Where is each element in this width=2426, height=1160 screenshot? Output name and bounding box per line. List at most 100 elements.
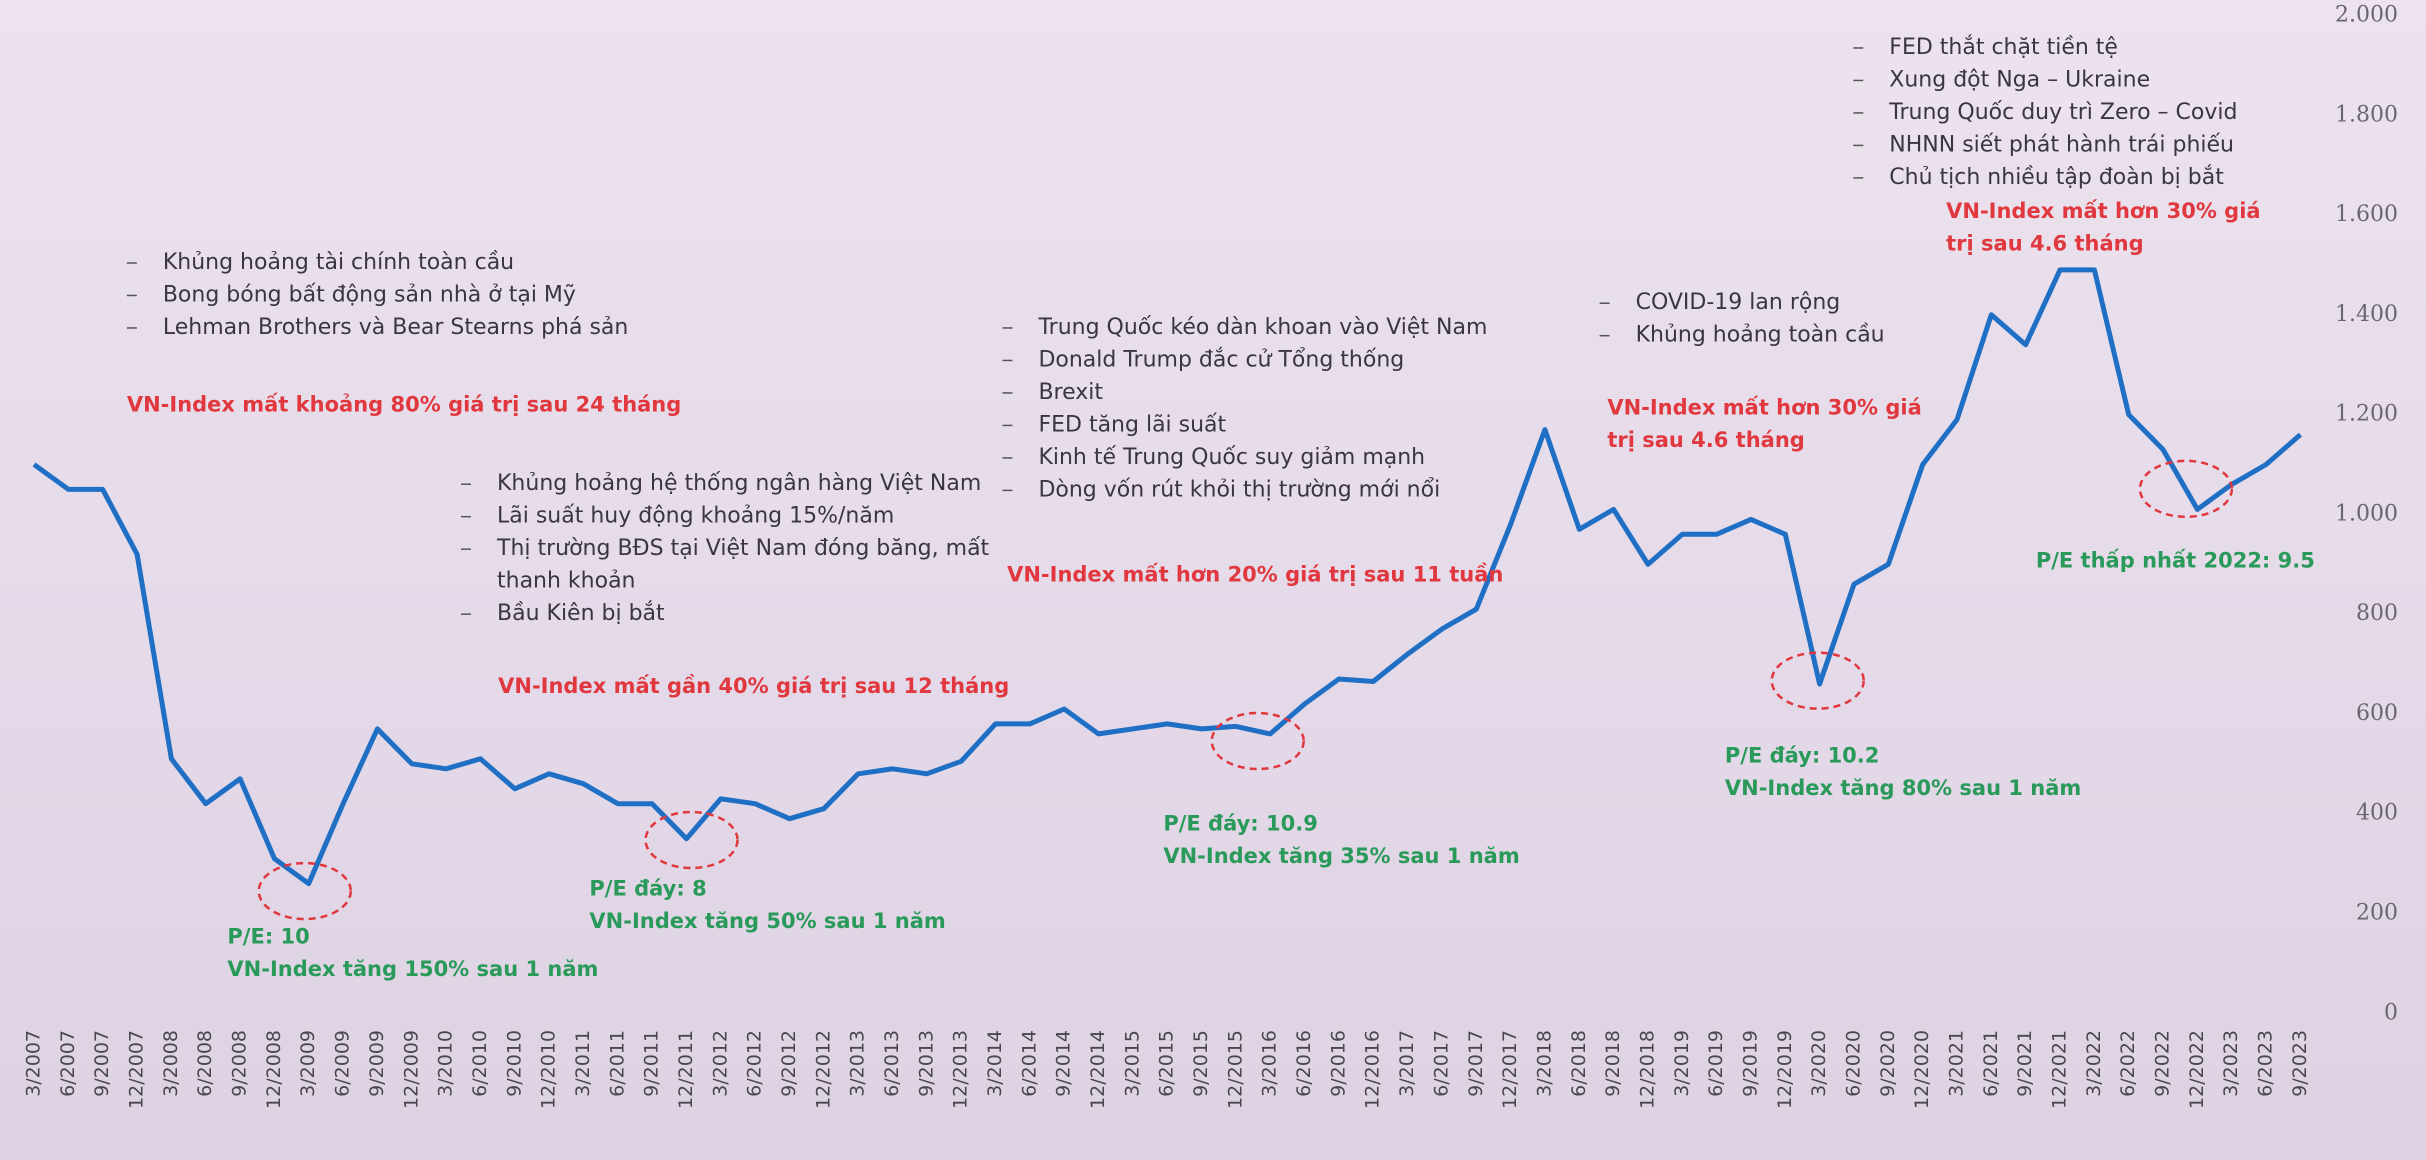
rebound-note: P/E đáy: 8	[589, 877, 706, 901]
x-tick-label: 6/2019	[1705, 1030, 1727, 1097]
bottom-circle	[1210, 711, 1305, 771]
x-tick-label: 12/2021	[2049, 1030, 2071, 1109]
bullet-text: Kinh tế Trung Quốc suy giảm mạnh	[1038, 445, 1425, 470]
bullet-text: Thị trường BĐS tại Việt Nam đóng băng, m…	[496, 536, 990, 561]
y-tick-label: 1.000	[2335, 501, 2398, 526]
drop-note: trị sau 4.6 tháng	[1946, 231, 2144, 255]
x-tick-label: 9/2022	[2152, 1030, 2174, 1097]
x-tick-label: 6/2007	[57, 1030, 79, 1097]
x-tick-label: 3/2016	[1259, 1030, 1281, 1097]
x-tick-label: 6/2020	[1842, 1030, 1864, 1097]
x-tick-label: 12/2009	[400, 1030, 422, 1109]
rebound-note: VN-Index tăng 50% sau 1 năm	[589, 909, 945, 933]
drop-note: VN-Index mất khoảng 80% giá trị sau 24 t…	[127, 392, 681, 416]
x-tick-label: 6/2016	[1293, 1030, 1315, 1097]
x-tick-label: 9/2011	[641, 1030, 663, 1097]
x-tick-label: 3/2013	[847, 1030, 869, 1097]
y-tick-label: 1.400	[2335, 302, 2398, 327]
y-tick-label: 2.000	[2335, 2, 2398, 27]
bullet-text: Lehman Brothers và Bear Stearns phá sản	[163, 315, 629, 340]
bottom-circle	[257, 861, 353, 921]
y-tick-label: 600	[2356, 701, 2398, 726]
x-tick-label: 9/2012	[778, 1030, 800, 1097]
x-tick-label: 3/2008	[160, 1030, 182, 1097]
bullet-text: Khủng hoảng tài chính toàn cầu	[163, 250, 514, 275]
x-tick-label: 9/2016	[1327, 1030, 1349, 1097]
x-tick-label: 6/2018	[1568, 1030, 1590, 1097]
x-tick-label: 6/2023	[2255, 1030, 2277, 1097]
rebound-note: P/E đáy: 10.9	[1163, 812, 1318, 836]
x-tick-label: 3/2012	[709, 1030, 731, 1097]
x-tick-label: 3/2009	[297, 1030, 319, 1097]
x-tick-label: 6/2015	[1156, 1030, 1178, 1097]
bullet-text: Trung Quốc duy trì Zero – Covid	[1888, 100, 2237, 125]
drop-note: VN-Index mất gần 40% giá trị sau 12 thán…	[498, 674, 1009, 698]
x-tick-label: 6/2014	[1018, 1030, 1040, 1097]
x-tick-label: 9/2010	[503, 1030, 525, 1097]
x-tick-label: 9/2018	[1602, 1030, 1624, 1097]
x-tick-label: 6/2009	[332, 1030, 354, 1097]
x-tick-label: 3/2023	[2220, 1030, 2242, 1097]
x-tick-label: 3/2011	[572, 1030, 594, 1097]
x-tick-label: 9/2021	[2014, 1030, 2036, 1097]
x-tick-label: 9/2019	[1739, 1030, 1761, 1097]
x-tick-label: 3/2014	[984, 1030, 1006, 1097]
x-tick-label: 12/2008	[263, 1030, 285, 1109]
x-tick-label: 3/2019	[1671, 1030, 1693, 1097]
bullet-text: thanh khoản	[497, 569, 635, 594]
x-tick-label: 12/2013	[950, 1030, 972, 1109]
drop-note: trị sau 4.6 tháng	[1607, 428, 1805, 452]
bullet-text: FED tăng lãi suất	[1038, 412, 1226, 437]
x-tick-label: 9/2008	[229, 1030, 251, 1097]
x-tick-label: 3/2021	[1946, 1030, 1968, 1097]
x-tick-label: 3/2017	[1396, 1030, 1418, 1097]
bullet-text: COVID-19 lan rộng	[1636, 290, 1841, 315]
x-tick-label: 12/2015	[1224, 1030, 1246, 1109]
bullet-text: Donald Trump đắc cử Tổng thống	[1038, 347, 1404, 372]
bullet-text: Bong bóng bất động sản nhà ở tại Mỹ	[163, 282, 576, 307]
bottom-circle	[644, 810, 739, 870]
index-line	[32, 267, 2303, 887]
x-tick-label: 3/2015	[1121, 1030, 1143, 1097]
bullet-text: Trung Quốc kéo dàn khoan vào Việt Nam	[1037, 315, 1487, 340]
x-tick-label: 12/2007	[126, 1030, 148, 1109]
bullet-text: Brexit	[1038, 380, 1103, 405]
x-tick-label: 9/2017	[1465, 1030, 1487, 1097]
x-tick-label: 6/2012	[744, 1030, 766, 1097]
x-tick-label: 12/2018	[1636, 1030, 1658, 1109]
x-tick-label: 9/2023	[2289, 1030, 2311, 1097]
y-tick-label: 0	[2384, 1000, 2398, 1025]
x-tick-label: 6/2021	[1980, 1030, 2002, 1097]
rebound-note: VN-Index tăng 80% sau 1 năm	[1725, 776, 2081, 800]
y-tick-label: 400	[2356, 801, 2398, 826]
x-tick-label: 6/2017	[1430, 1030, 1452, 1097]
rebound-note: P/E thấp nhất 2022: 9.5	[2036, 549, 2315, 573]
x-tick-label: 6/2010	[469, 1030, 491, 1097]
y-tick-label: 1.600	[2335, 202, 2398, 227]
x-tick-label: 12/2022	[2186, 1030, 2208, 1109]
x-tick-label: 3/2010	[435, 1030, 457, 1097]
x-tick-label: 12/2014	[1087, 1030, 1109, 1109]
x-tick-label: 9/2009	[366, 1030, 388, 1097]
bottom-circle	[1770, 651, 1865, 710]
bullet-text: NHNN siết phát hành trái phiếu	[1889, 132, 2234, 157]
x-tick-label: 12/2010	[538, 1030, 560, 1109]
drop-note: VN-Index mất hơn 20% giá trị sau 11 tuần	[1007, 562, 1503, 586]
rebound-note: P/E đáy: 10.2	[1725, 743, 1880, 767]
x-tick-label: 12/2019	[1774, 1030, 1796, 1109]
x-tick-label: 9/2007	[91, 1030, 113, 1097]
x-tick-label: 3/2020	[1808, 1030, 1830, 1097]
x-tick-label: 12/2011	[675, 1030, 697, 1109]
bullet-text: Lãi suất huy động khoảng 15%/năm	[497, 504, 894, 529]
bottom-circle	[2138, 459, 2234, 519]
x-tick-label: 6/2013	[881, 1030, 903, 1097]
x-tick-label: 6/2008	[194, 1030, 216, 1097]
x-tick-label: 9/2015	[1190, 1030, 1212, 1097]
bullet-text: Xung đột Nga – Ukraine	[1889, 67, 2150, 92]
rebound-note: VN-Index tăng 150% sau 1 năm	[227, 957, 598, 981]
x-tick-label: 9/2020	[1877, 1030, 1899, 1097]
y-tick-label: 1.800	[2335, 102, 2398, 127]
x-tick-label: 9/2014	[1053, 1030, 1075, 1097]
y-tick-label: 1.200	[2335, 402, 2398, 427]
